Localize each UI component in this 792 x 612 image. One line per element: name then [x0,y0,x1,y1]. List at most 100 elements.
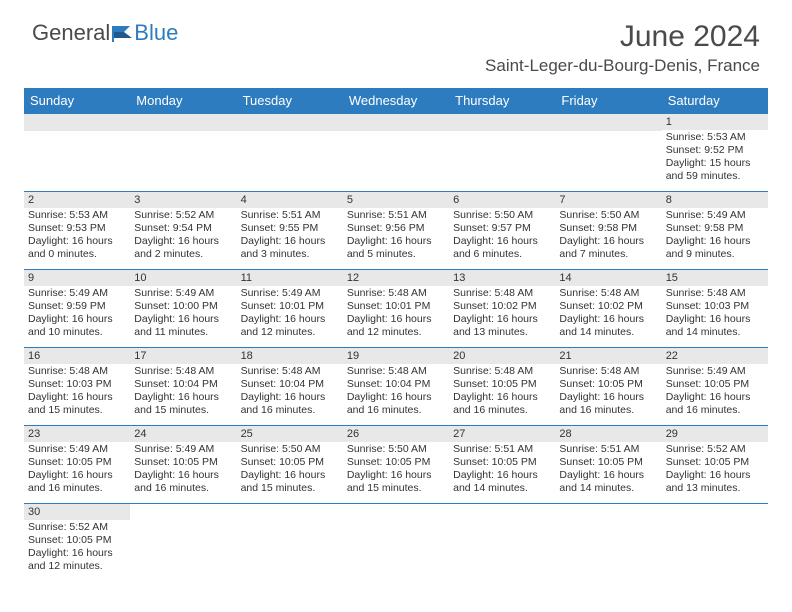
calendar-cell: 19Sunrise: 5:48 AMSunset: 10:04 PMDaylig… [343,348,449,426]
calendar-cell: 26Sunrise: 5:50 AMSunset: 10:05 PMDaylig… [343,426,449,504]
sunset-text: Sunset: 9:57 PM [453,222,551,235]
sunset-text: Sunset: 9:52 PM [666,144,764,157]
day-header: Thursday [449,88,555,114]
calendar-cell [24,114,130,192]
day-number: 20 [449,348,555,364]
calendar-cell: 13Sunrise: 5:48 AMSunset: 10:02 PMDaylig… [449,270,555,348]
sunrise-text: Sunrise: 5:50 AM [347,443,445,456]
daylight1-text: Daylight: 16 hours [666,235,764,248]
daylight2-text: and 15 minutes. [241,482,339,495]
empty-day [24,114,130,131]
daylight2-text: and 2 minutes. [134,248,232,261]
daylight2-text: and 16 minutes. [241,404,339,417]
sunrise-text: Sunrise: 5:50 AM [453,209,551,222]
daylight2-text: and 5 minutes. [347,248,445,261]
sunrise-text: Sunrise: 5:50 AM [241,443,339,456]
daylight2-text: and 0 minutes. [28,248,126,261]
daylight1-text: Daylight: 16 hours [134,391,232,404]
calendar-cell: 3Sunrise: 5:52 AMSunset: 9:54 PMDaylight… [130,192,236,270]
calendar-cell [130,504,236,582]
sunset-text: Sunset: 10:05 PM [241,456,339,469]
sunrise-text: Sunrise: 5:49 AM [28,287,126,300]
day-header: Tuesday [237,88,343,114]
day-number: 21 [555,348,661,364]
daylight2-text: and 12 minutes. [347,326,445,339]
daylight2-text: and 16 minutes. [453,404,551,417]
flag-icon [112,24,134,42]
daylight2-text: and 15 minutes. [347,482,445,495]
day-number: 17 [130,348,236,364]
sunset-text: Sunset: 10:01 PM [347,300,445,313]
sunrise-text: Sunrise: 5:48 AM [241,365,339,378]
sunrise-text: Sunrise: 5:48 AM [453,287,551,300]
daylight2-text: and 12 minutes. [28,560,126,573]
daylight2-text: and 16 minutes. [559,404,657,417]
daylight2-text: and 6 minutes. [453,248,551,261]
empty-day [237,114,343,131]
sunset-text: Sunset: 10:04 PM [347,378,445,391]
day-number: 8 [662,192,768,208]
sunrise-text: Sunrise: 5:49 AM [28,443,126,456]
sunrise-text: Sunrise: 5:49 AM [241,287,339,300]
calendar-cell: 27Sunrise: 5:51 AMSunset: 10:05 PMDaylig… [449,426,555,504]
daylight1-text: Daylight: 16 hours [559,313,657,326]
daylight1-text: Daylight: 16 hours [347,391,445,404]
day-header: Monday [130,88,236,114]
calendar-cell [449,504,555,582]
calendar-cell [130,114,236,192]
day-number: 12 [343,270,449,286]
sunrise-text: Sunrise: 5:49 AM [666,209,764,222]
calendar-cell [449,114,555,192]
sunrise-text: Sunrise: 5:50 AM [559,209,657,222]
day-number: 25 [237,426,343,442]
sunrise-text: Sunrise: 5:49 AM [134,443,232,456]
calendar-table: SundayMondayTuesdayWednesdayThursdayFrid… [24,88,768,582]
calendar-cell: 10Sunrise: 5:49 AMSunset: 10:00 PMDaylig… [130,270,236,348]
day-number: 13 [449,270,555,286]
day-number: 19 [343,348,449,364]
sunrise-text: Sunrise: 5:48 AM [28,365,126,378]
sunset-text: Sunset: 9:55 PM [241,222,339,235]
daylight1-text: Daylight: 15 hours [666,157,764,170]
calendar-cell: 8Sunrise: 5:49 AMSunset: 9:58 PMDaylight… [662,192,768,270]
sunset-text: Sunset: 10:05 PM [666,378,764,391]
sunset-text: Sunset: 10:05 PM [28,456,126,469]
daylight1-text: Daylight: 16 hours [28,547,126,560]
daylight2-text: and 11 minutes. [134,326,232,339]
calendar-week: 2Sunrise: 5:53 AMSunset: 9:53 PMDaylight… [24,192,768,270]
sunset-text: Sunset: 9:56 PM [347,222,445,235]
daylight1-text: Daylight: 16 hours [134,313,232,326]
daylight2-text: and 14 minutes. [453,482,551,495]
day-number: 3 [130,192,236,208]
daylight1-text: Daylight: 16 hours [134,235,232,248]
sunrise-text: Sunrise: 5:49 AM [666,365,764,378]
daylight1-text: Daylight: 16 hours [241,469,339,482]
daylight2-text: and 13 minutes. [666,482,764,495]
sunset-text: Sunset: 10:05 PM [559,378,657,391]
calendar-week: 9Sunrise: 5:49 AMSunset: 9:59 PMDaylight… [24,270,768,348]
calendar-cell: 6Sunrise: 5:50 AMSunset: 9:57 PMDaylight… [449,192,555,270]
daylight1-text: Daylight: 16 hours [241,313,339,326]
empty-day [130,114,236,131]
daylight2-text: and 7 minutes. [559,248,657,261]
day-number: 2 [24,192,130,208]
daylight2-text: and 14 minutes. [666,326,764,339]
daylight1-text: Daylight: 16 hours [453,391,551,404]
daylight2-text: and 14 minutes. [559,482,657,495]
daylight1-text: Daylight: 16 hours [453,313,551,326]
daylight2-text: and 13 minutes. [453,326,551,339]
calendar-cell [343,114,449,192]
sunset-text: Sunset: 10:05 PM [453,378,551,391]
daylight2-text: and 12 minutes. [241,326,339,339]
day-number: 7 [555,192,661,208]
sunset-text: Sunset: 10:02 PM [453,300,551,313]
day-number: 1 [662,114,768,130]
sunset-text: Sunset: 9:59 PM [28,300,126,313]
header: General Blue June 2024 Saint-Leger-du-Bo… [0,0,792,84]
sunrise-text: Sunrise: 5:51 AM [453,443,551,456]
calendar-cell: 4Sunrise: 5:51 AMSunset: 9:55 PMDaylight… [237,192,343,270]
day-number: 24 [130,426,236,442]
day-header: Saturday [662,88,768,114]
calendar-cell: 7Sunrise: 5:50 AMSunset: 9:58 PMDaylight… [555,192,661,270]
daylight1-text: Daylight: 16 hours [241,235,339,248]
